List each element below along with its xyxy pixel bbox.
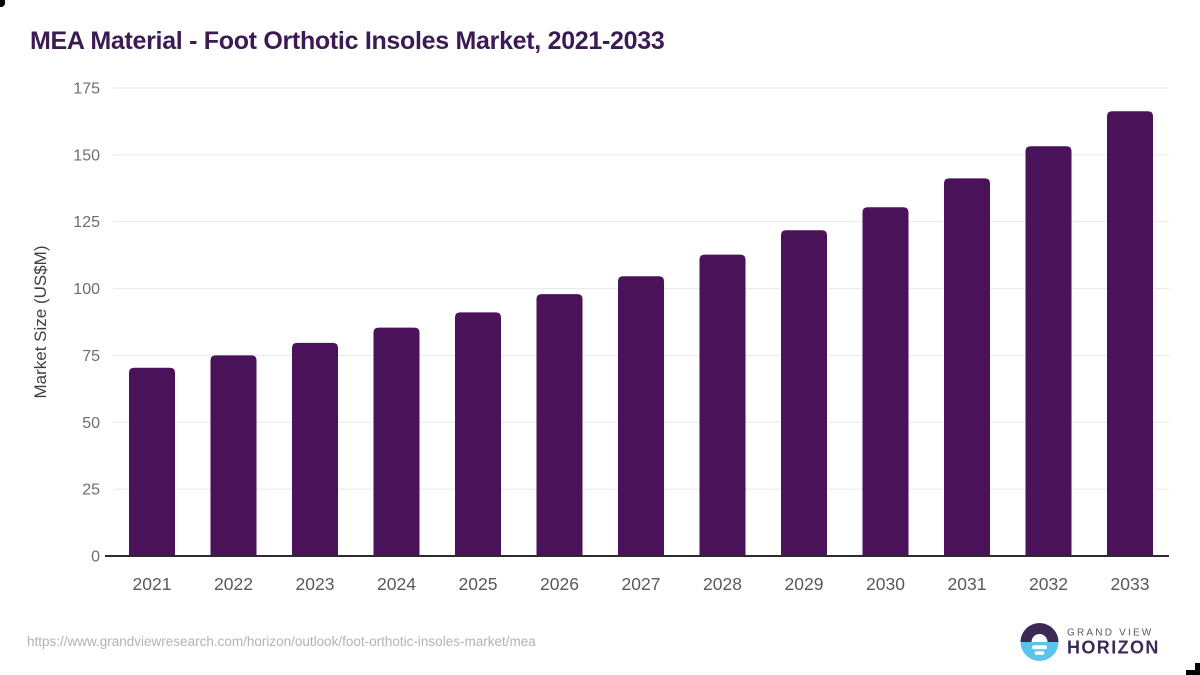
- y-tick-label-75: 75: [82, 348, 100, 365]
- bar-2033: [1107, 111, 1153, 556]
- bar-chart: 0 25 50 75 100 125 150 175 2021 2022 2023 2024 2025 2…: [31, 81, 1169, 594]
- x-tick-label-2025: 2025: [459, 574, 498, 594]
- corner-mark-vertical: [1195, 663, 1200, 675]
- corner-mark-top-left: [0, 0, 5, 7]
- bar-2021: [129, 367, 175, 556]
- y-axis-title: Market Size (US$M): [31, 245, 50, 398]
- y-tick-label-100: 100: [73, 281, 100, 298]
- x-tick-label-2024: 2024: [377, 574, 416, 594]
- x-tick-label-2031: 2031: [948, 574, 987, 594]
- y-tick-label-125: 125: [73, 214, 100, 231]
- x-tick-label-2026: 2026: [540, 574, 579, 594]
- bar-2031: [944, 178, 990, 556]
- x-tick-label-2032: 2032: [1029, 574, 1068, 594]
- y-tick-label-150: 150: [73, 147, 100, 164]
- corner-mark-horizontal: [1186, 670, 1200, 675]
- y-tick-label-25: 25: [82, 482, 100, 499]
- x-tick-label-2021: 2021: [133, 574, 172, 594]
- logo-text-grand-view: GRAND VIEW: [1067, 628, 1153, 639]
- bar-2029: [781, 230, 827, 556]
- x-tick-label-2029: 2029: [785, 574, 824, 594]
- x-tick-label-2023: 2023: [296, 574, 335, 594]
- x-tick-label-2027: 2027: [622, 574, 661, 594]
- bar-2022: [210, 355, 257, 556]
- x-tick-label-2028: 2028: [703, 574, 742, 594]
- logo-text-horizon: HORIZON: [1067, 638, 1160, 658]
- chart-title: MEA Material - Foot Orthotic Insoles Mar…: [30, 27, 665, 55]
- x-tick-label-2033: 2033: [1111, 574, 1150, 594]
- bar-2028: [699, 254, 746, 556]
- bar-2026: [536, 294, 583, 556]
- bar-2025: [455, 312, 501, 556]
- logo-mark-icon: [1020, 623, 1059, 661]
- y-tick-label-175: 175: [73, 81, 100, 98]
- bar-2030: [862, 207, 909, 556]
- logo-sun-icon: [1031, 634, 1048, 642]
- bar-2032: [1025, 146, 1072, 556]
- corner-mark-bottom-right: [1186, 663, 1200, 675]
- bar-2027: [618, 276, 664, 556]
- x-tick-label-2022: 2022: [214, 574, 253, 594]
- y-tick-label-0: 0: [91, 549, 100, 566]
- bar-2023: [292, 342, 338, 556]
- y-tick-label-50: 50: [82, 415, 100, 432]
- x-tick-label-2030: 2030: [866, 574, 905, 594]
- grandview-horizon-logo: GRAND VIEW HORIZON: [1020, 623, 1160, 661]
- logo-reflection-bar-1: [1032, 645, 1047, 650]
- logo-sky-half: [1020, 623, 1059, 642]
- bar-2024: [373, 327, 420, 556]
- source-url: https://www.grandviewresearch.com/horizo…: [27, 634, 536, 649]
- logo-reflection-bar-2: [1034, 651, 1045, 655]
